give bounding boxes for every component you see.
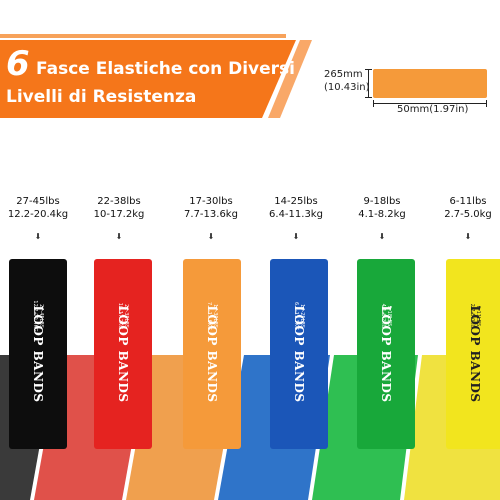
band-black-brand: LOOP BANDS — [31, 305, 45, 403]
length-dimension-line — [368, 69, 369, 98]
length-dimension-tick-top — [365, 69, 372, 70]
band-black-resistance-label: 27-45lbs 12.2-20.4kg — [0, 195, 78, 221]
band-green: 9-18LBS 4.1-8.2KG LOOP BANDS — [357, 259, 415, 449]
band-blue-resistance-label: 14-25lbs 6.4-11.3kg — [256, 195, 336, 221]
band-red-lbs: 22-38lbs — [97, 196, 141, 207]
band-red-resistance-label: 22-38lbs 10-17.2kg — [79, 195, 159, 221]
band-blue: 14-25LBS 6.4-11.3KG LOOP BANDS — [270, 259, 328, 449]
title-number: 6 — [6, 44, 30, 84]
width-dimension-tick-left — [373, 100, 374, 107]
band-red-kg: 10-17.2kg — [93, 209, 145, 220]
band-yellow-kg: 2.7-5.0kg — [444, 209, 492, 220]
band-yellow: 6-11LBS 2.7-5.0KG LOOP BANDS — [446, 259, 500, 449]
band-black-lbs: 27-45lbs — [16, 196, 60, 207]
arrow-down-icon: ⬇ — [115, 232, 123, 241]
band-orange-resistance-label: 17-30lbs 7.7-13.6kg — [171, 195, 251, 221]
band-blue-brand: LOOP BANDS — [292, 305, 306, 403]
band-orange: 17-30LBS 7.7-13.6KG LOOP BANDS — [183, 259, 241, 449]
band-green-resistance-label: 9-18lbs 4.1-8.2kg — [342, 195, 422, 221]
banner-background — [0, 40, 296, 118]
title-banner: 6 Fasce Elastiche con Diversi Livelli di… — [0, 0, 500, 130]
title-line-2: Livelli di Resistenza — [6, 87, 197, 107]
band-black: 27-45LBS 12.2-20.4KG LOOP BANDS — [9, 259, 67, 449]
band-black-kg: 12.2-20.4kg — [7, 209, 69, 220]
band-orange-brand: LOOP BANDS — [205, 305, 219, 403]
band-blue-kg: 6.4-11.3kg — [269, 209, 323, 220]
banner-shapes — [0, 34, 312, 118]
arrow-down-icon: ⬇ — [207, 232, 215, 241]
band-yellow-resistance-label: 6-11lbs 2.7-5.0kg — [428, 195, 500, 221]
band-orange-lbs: 17-30lbs — [189, 196, 233, 207]
band-red: 22-38LBS 10-17.2KG LOOP BANDS — [94, 259, 152, 449]
width-dimension-line — [373, 103, 487, 104]
arrow-down-icon: ⬇ — [292, 232, 300, 241]
width-dimension-tick-right — [486, 100, 487, 107]
length-in-label: (10.43in) — [324, 82, 370, 93]
band-red-brand: LOOP BANDS — [116, 305, 130, 403]
arrow-down-icon: ⬇ — [378, 232, 386, 241]
length-dimension-tick-bottom — [365, 97, 372, 98]
banner-top-strip — [0, 34, 286, 38]
banner-accent-stripe — [268, 40, 312, 118]
sample-band — [373, 69, 487, 98]
arrow-down-icon: ⬇ — [464, 232, 472, 241]
arrow-down-icon: ⬇ — [34, 232, 42, 241]
title-line-1: Fasce Elastiche con Diversi — [36, 59, 296, 79]
band-blue-lbs: 14-25lbs — [274, 196, 318, 207]
band-yellow-brand: LOOP BANDS — [468, 305, 482, 403]
band-green-lbs: 9-18lbs — [363, 196, 401, 207]
band-green-kg: 4.1-8.2kg — [358, 209, 406, 220]
length-mm-label: 265mm — [324, 69, 363, 80]
band-orange-kg: 7.7-13.6kg — [184, 209, 238, 220]
band-green-brand: LOOP BANDS — [379, 305, 393, 403]
width-label: 50mm(1.97in) — [397, 104, 469, 115]
band-yellow-lbs: 6-11lbs — [449, 196, 487, 207]
